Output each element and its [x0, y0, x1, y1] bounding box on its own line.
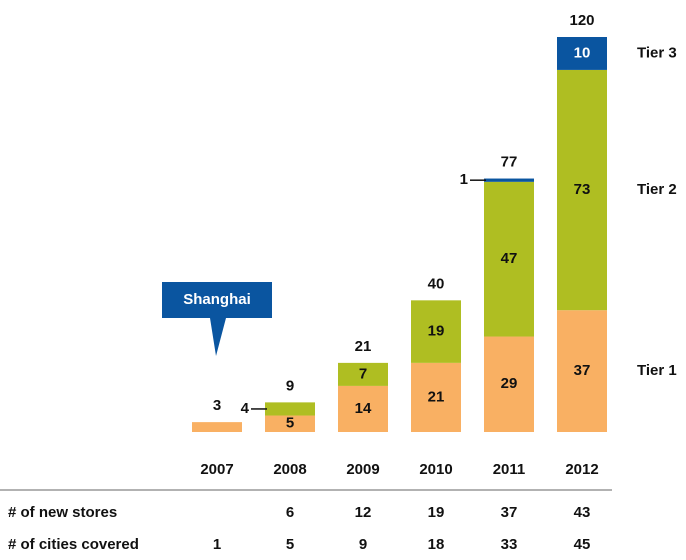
bar-segment	[484, 178, 534, 182]
data-label: 73	[574, 181, 591, 198]
data-label: 19	[428, 323, 445, 340]
bar-segment	[557, 37, 607, 70]
row-label: # of new stores	[8, 504, 117, 521]
table-cell: 12	[355, 504, 372, 521]
bar-segment	[557, 69, 607, 311]
data-label: 7	[359, 365, 367, 382]
x-tick-label: 2007	[200, 461, 233, 478]
table-cell: 33	[501, 536, 518, 553]
bar-segment	[411, 300, 461, 363]
data-label: 10	[574, 44, 591, 61]
total-label: 9	[286, 377, 294, 394]
row-label: # of cities covered	[8, 536, 139, 553]
total-label: 3	[213, 397, 221, 414]
data-label: 21	[428, 388, 445, 405]
legend-label: Tier 1	[637, 362, 677, 379]
bar-segment	[192, 422, 242, 432]
bar-segment	[411, 362, 461, 432]
bar-segment	[484, 181, 534, 337]
data-label: 37	[574, 362, 591, 379]
x-tick-label: 2012	[565, 461, 598, 478]
data-label: 29	[501, 375, 518, 392]
table-cell: 43	[574, 504, 591, 521]
x-tick-label: 2009	[346, 461, 379, 478]
x-tick-label: 2008	[273, 461, 306, 478]
bar-segment	[338, 362, 388, 386]
bar-segment	[557, 310, 607, 432]
bar-segment	[484, 336, 534, 432]
callout-box	[162, 282, 272, 356]
data-label: 4	[241, 400, 250, 417]
legend-label: Tier 3	[637, 44, 677, 61]
legend-label: Tier 2	[637, 181, 677, 198]
x-tick-label: 2010	[419, 461, 452, 478]
annotation: Shanghai	[183, 291, 251, 308]
table-cell: 9	[359, 536, 367, 553]
total-label: 40	[428, 275, 445, 292]
total-label: 120	[569, 12, 594, 29]
data-label: 1	[460, 171, 468, 188]
table-cell: 45	[574, 536, 591, 553]
table-cell: 6	[286, 504, 294, 521]
x-tick-label: 2011	[493, 461, 526, 478]
table-cell: 1	[213, 536, 221, 553]
data-label: 14	[355, 400, 372, 417]
table-cell: 5	[286, 536, 294, 553]
table-cell: 37	[501, 504, 518, 521]
bar-segment	[265, 402, 315, 416]
data-label: 5	[286, 415, 294, 432]
total-label: 77	[501, 154, 518, 171]
total-label: 21	[355, 338, 372, 355]
data-label: 47	[501, 250, 518, 267]
table-cell: 19	[428, 504, 445, 521]
annotation-callout: Shanghai	[162, 282, 272, 356]
bar-segment	[338, 385, 388, 432]
table-cell: 18	[428, 536, 445, 553]
bar-segment	[265, 415, 315, 432]
